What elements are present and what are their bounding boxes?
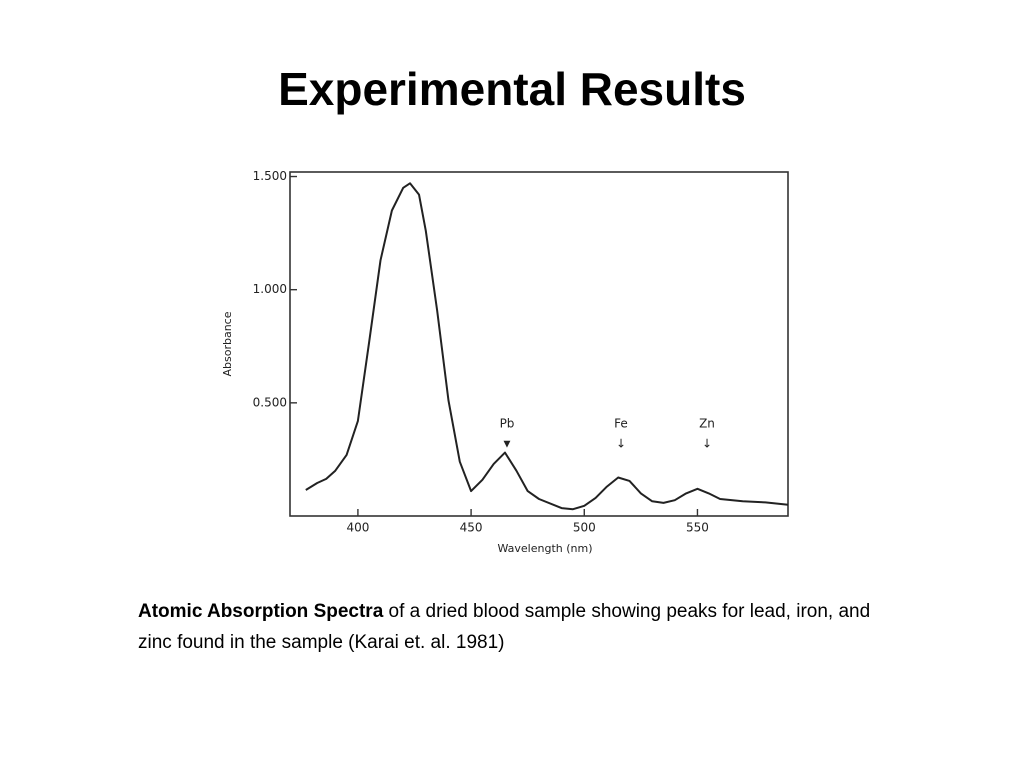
caption-bold: Atomic Absorption Spectra — [138, 601, 384, 622]
spectrum-line — [305, 182, 789, 511]
caption-text: of a dried blood sample showing peaks fo… — [138, 601, 871, 653]
y-tick-label: 1.500 — [253, 169, 287, 183]
annotation: Pb — [500, 417, 515, 431]
y-tick-label: 0.500 — [253, 395, 287, 409]
annotation-arrow: ▼ — [504, 440, 511, 450]
chart: Absorbance Wavelength (nm) Pb ▼ Fe ↓ Zn … — [221, 169, 789, 555]
annotation-arrow: ↓ — [616, 437, 626, 451]
annotation-arrow: ↓ — [702, 437, 712, 451]
x-axis-label: Wavelength (nm) — [497, 542, 592, 555]
x-tick-label: 400 — [346, 521, 369, 535]
x-tick-label: 500 — [573, 521, 596, 535]
y-tick-label: 1.000 — [253, 282, 287, 296]
caption: Atomic Absorption Spectra of a dried blo… — [138, 596, 898, 658]
x-tick-label: 550 — [686, 521, 709, 535]
plot-frame — [289, 171, 789, 517]
slide-title: Experimental Results — [278, 63, 746, 115]
annotation: Zn — [699, 417, 715, 431]
annotation: Fe — [614, 417, 628, 431]
y-axis-label: Absorbance — [221, 311, 234, 376]
x-tick-label: 450 — [460, 521, 483, 535]
